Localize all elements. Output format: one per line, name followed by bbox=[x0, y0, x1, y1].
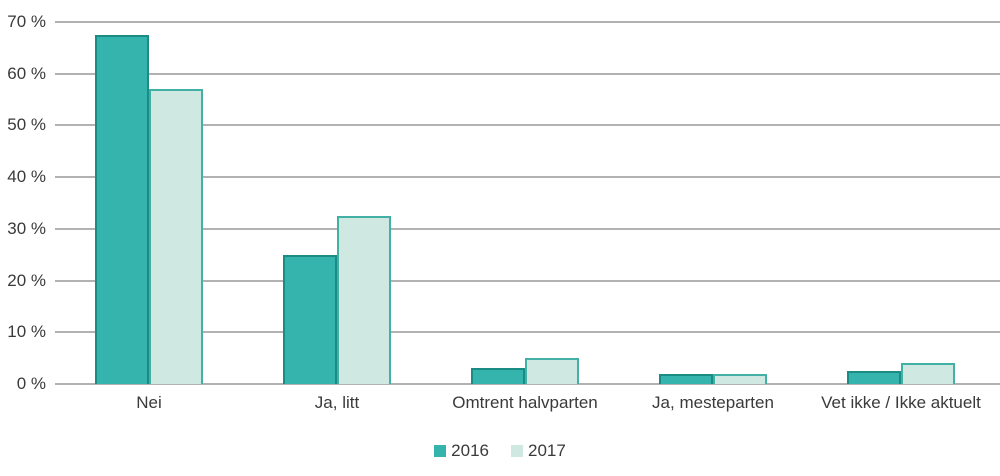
legend-item-2016: 2016 bbox=[434, 441, 489, 461]
y-tick-label-20: 20 % bbox=[7, 270, 46, 290]
legend-label-2017: 2017 bbox=[528, 441, 566, 460]
legend-swatch-2016 bbox=[434, 445, 447, 457]
bar-2017-nei bbox=[149, 89, 203, 384]
y-tick-label-30: 30 % bbox=[7, 218, 46, 238]
gridline-60 bbox=[55, 72, 1000, 75]
bar-2016-vet-ikke-ikke-aktuelt bbox=[847, 371, 901, 384]
y-tick-label-50: 50 % bbox=[7, 115, 46, 135]
bar-2017-ja-mesteparten bbox=[713, 373, 767, 384]
category-label-omtrent-halvparten: Omtrent halvparten bbox=[452, 393, 598, 412]
gridline-30 bbox=[55, 227, 1000, 230]
gridline-0 bbox=[55, 383, 1000, 385]
gridline-20 bbox=[55, 279, 1000, 282]
gridline-40 bbox=[55, 176, 1000, 179]
y-tick-label-40: 40 % bbox=[7, 167, 46, 187]
category-label-ja-mesteparten: Ja, mesteparten bbox=[652, 393, 774, 412]
gridline-50 bbox=[55, 124, 1000, 127]
legend-label-2016: 2016 bbox=[451, 441, 489, 460]
y-tick-label-70: 70 % bbox=[7, 12, 46, 31]
bar-2017-omtrent-halvparten bbox=[525, 358, 579, 384]
legend: 2016 2017 bbox=[0, 441, 1000, 461]
y-tick-label-60: 60 % bbox=[7, 63, 46, 83]
bar-2016-ja-litt bbox=[283, 254, 337, 384]
bar-2016-nei bbox=[95, 34, 149, 384]
legend-swatch-2017 bbox=[511, 445, 523, 457]
legend-item-2017: 2017 bbox=[511, 441, 566, 461]
gridline-10 bbox=[55, 331, 1000, 334]
category-label-nei: Nei bbox=[136, 393, 162, 412]
bar-2017-ja-litt bbox=[337, 215, 391, 384]
y-tick-label-0: 0 % bbox=[16, 374, 46, 393]
bar-2016-omtrent-halvparten bbox=[471, 368, 525, 384]
bar-2016-ja-mesteparten bbox=[659, 373, 713, 384]
bar-2017-vet-ikke-ikke-aktuelt bbox=[901, 363, 955, 384]
gridline-70 bbox=[55, 21, 1000, 23]
category-label-ja-litt: Ja, litt bbox=[314, 393, 360, 412]
category-label-vet-ikke-ikke-aktuelt: Vet ikke / Ikke aktuelt bbox=[821, 393, 981, 412]
y-tick-label-10: 10 % bbox=[7, 322, 46, 342]
